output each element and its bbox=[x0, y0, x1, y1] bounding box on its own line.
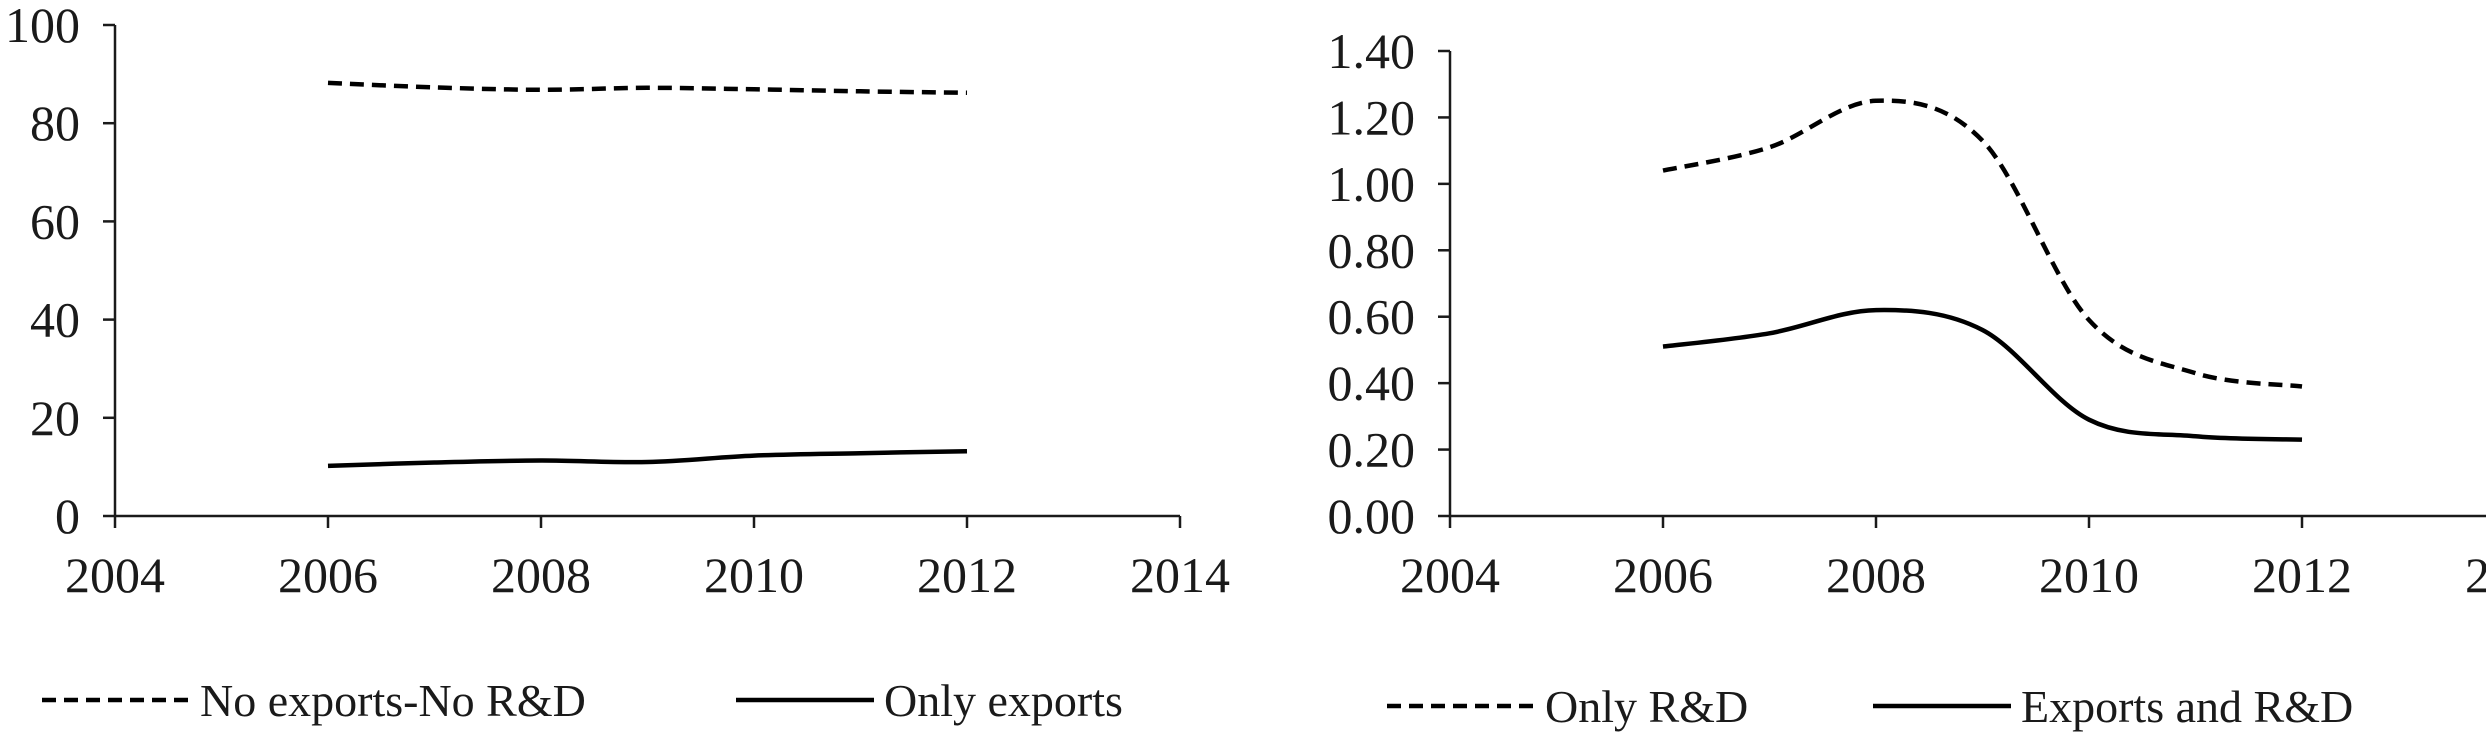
x-tick-label: 2006 bbox=[278, 547, 378, 603]
x-tick-label: 2010 bbox=[2039, 547, 2139, 603]
y-tick-label: 1.40 bbox=[1328, 23, 1416, 79]
y-tick-label: 1.20 bbox=[1328, 89, 1416, 145]
y-tick-label: 0.80 bbox=[1328, 222, 1416, 278]
legend-label: Only R&D bbox=[1545, 681, 1748, 732]
chart-2: 0.00 0.20 0.40 0.60 0.80 1.00 1.20 1.40 2004 2006… bbox=[1328, 23, 2486, 732]
x-tick-label: 2014 bbox=[1130, 547, 1230, 603]
y-tick-label: 0.40 bbox=[1328, 355, 1416, 411]
y-tick-label: 80 bbox=[30, 95, 80, 151]
y-tick-label: 20 bbox=[30, 390, 80, 446]
legend-label: Exports and R&D bbox=[2021, 681, 2353, 732]
y-tick-label: 0.00 bbox=[1328, 488, 1416, 544]
x-tick-label: 2006 bbox=[1613, 547, 1713, 603]
series-line-2 bbox=[328, 451, 967, 466]
y-tick-label: 0.20 bbox=[1328, 422, 1416, 478]
x-tick-label: 2012 bbox=[917, 547, 1017, 603]
x-tick-label: 2008 bbox=[491, 547, 591, 603]
x-tick-label: 2004 bbox=[65, 547, 165, 603]
y-tick-label: 100 bbox=[5, 0, 80, 53]
x-tick-label: 2012 bbox=[2252, 547, 2352, 603]
series-line-1 bbox=[1663, 101, 2302, 387]
chart-1: 0 20 40 60 80 100 2004 2006 2008 2010 2012 2014 No e… bbox=[5, 0, 1230, 726]
y-tick-label: 0.60 bbox=[1328, 289, 1416, 345]
y-tick-label: 40 bbox=[30, 292, 80, 348]
x-tick-label: 2008 bbox=[1826, 547, 1926, 603]
legend-label: No exports-No R&D bbox=[200, 675, 586, 726]
legend-label: Only exports bbox=[884, 675, 1123, 726]
y-tick-label: 0 bbox=[55, 488, 80, 544]
x-tick-label: 2004 bbox=[1400, 547, 1500, 603]
y-tick-label: 1.00 bbox=[1328, 156, 1416, 212]
x-tick-label: 2014 bbox=[2465, 547, 2486, 603]
x-tick-label: 2010 bbox=[704, 547, 804, 603]
series-line-1 bbox=[328, 83, 967, 93]
y-tick-label: 60 bbox=[30, 193, 80, 249]
